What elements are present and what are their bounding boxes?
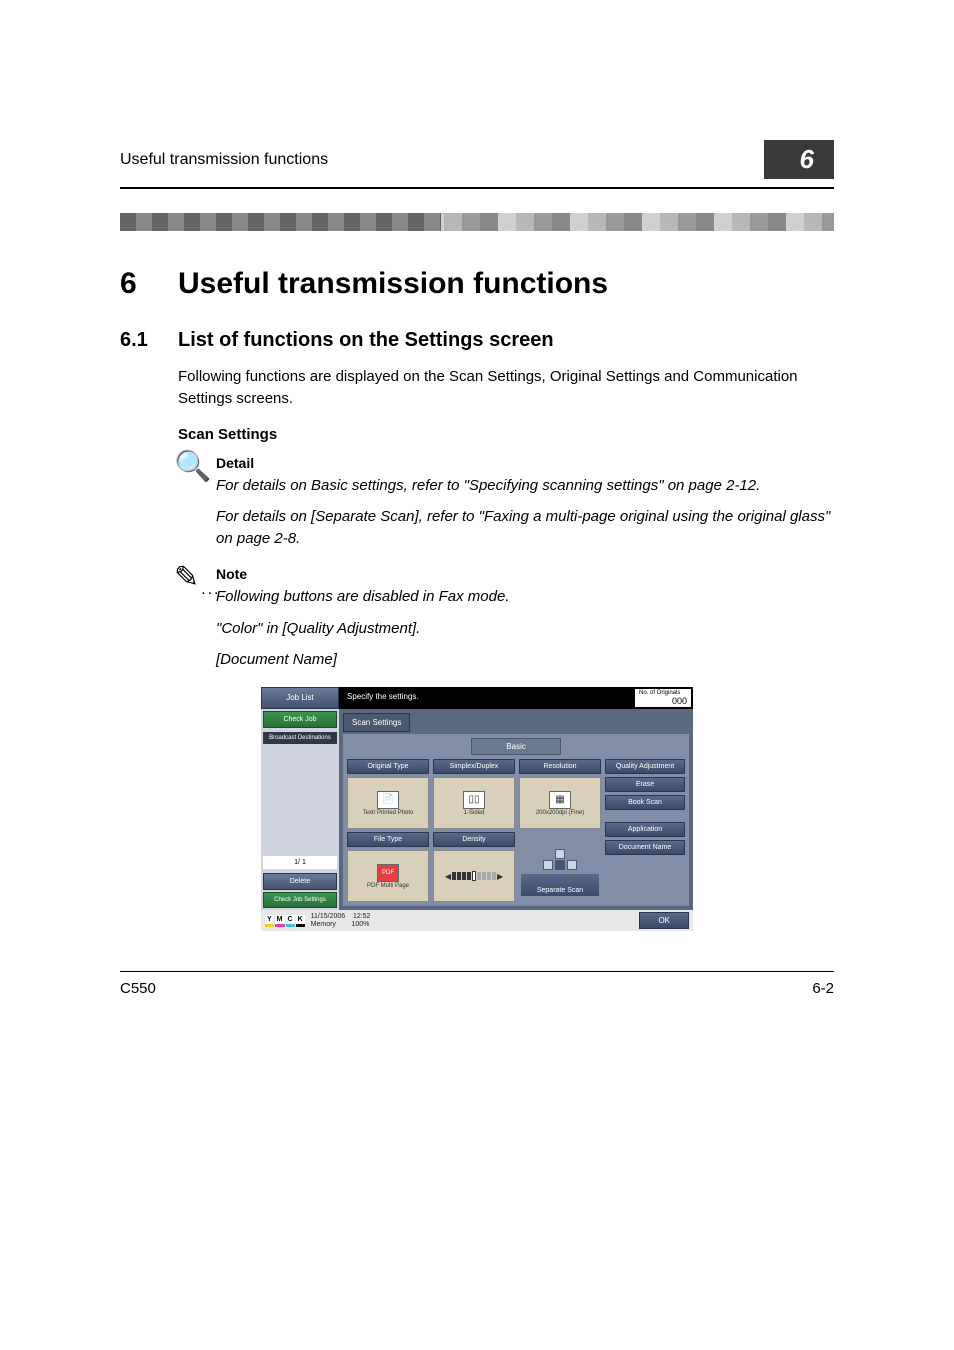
section-number: 6.1 <box>120 329 178 352</box>
separate-scan-button[interactable]: Separate Scan <box>521 874 599 896</box>
toner-k: K <box>296 915 305 927</box>
erase-button[interactable]: Erase <box>605 777 685 792</box>
original-type-value: Text/ Printed Photo <box>363 810 414 816</box>
resolution-icon: ▦ <box>549 791 571 809</box>
check-settings-button[interactable]: Check Job Settings <box>263 892 337 908</box>
memory-value: 100% <box>351 921 369 928</box>
note-line3: [Document Name] <box>216 649 834 671</box>
page-footer: C550 6-2 <box>120 971 834 997</box>
original-type-header: Original Type <box>347 759 429 774</box>
section-title: 6.1List of functions on the Settings scr… <box>120 329 834 352</box>
settings-grid: Original Type 📄 Text/ Printed Photo File… <box>347 759 685 902</box>
delete-button[interactable]: Delete <box>263 873 337 890</box>
resolution-value: 200x200dpi (Fine) <box>536 810 584 816</box>
date-value: 11/15/2006 <box>311 913 346 920</box>
broadcast-label: Broadcast Destinations <box>263 732 337 744</box>
ui-top-bar: Job List Specify the settings. No. of Or… <box>261 687 693 709</box>
sep-icon-3 <box>555 860 565 870</box>
footer-model: C550 <box>120 980 156 997</box>
top-message: Specify the settings. <box>339 687 633 709</box>
detail-block: 🔍 Detail For details on Basic settings, … <box>178 455 834 550</box>
filetype-value: PDF Multi Page <box>367 883 409 889</box>
density-bar: ◀ ▶ <box>445 871 503 881</box>
header-underline <box>120 187 834 189</box>
ui-bottom-bar: Y M C K 11/15/2006 12:52 Memory 100% OK <box>261 910 693 931</box>
pen-icon: ✎... <box>174 560 220 599</box>
side-spacer <box>605 813 685 819</box>
section-badge: 6 <box>764 140 834 179</box>
resolution-button[interactable]: ▦ 200x200dpi (Fine) <box>519 777 601 829</box>
footer-page: 6-2 <box>812 980 834 997</box>
density-button[interactable]: ◀ ▶ <box>433 850 515 902</box>
density-header: Density <box>433 832 515 847</box>
separate-scan-wrap: Separate Scan <box>519 849 601 896</box>
page-header: Useful transmission functions 6 <box>120 0 834 179</box>
intro-paragraph: Following functions are displayed on the… <box>178 366 834 410</box>
simplex-header: Simplex/Duplex <box>433 759 515 774</box>
note-line1: Following buttons are disabled in Fax mo… <box>216 586 834 608</box>
original-type-icon: 📄 <box>377 791 399 809</box>
original-type-button[interactable]: 📄 Text/ Printed Photo <box>347 777 429 829</box>
toner-c: C <box>286 915 295 927</box>
pdf-icon: PDF <box>377 864 399 882</box>
note-line2: "Color" in [Quality Adjustment]. <box>216 618 834 640</box>
toner-y: Y <box>265 915 274 927</box>
sep-icon-4 <box>567 860 577 870</box>
count-value: 000 <box>639 696 687 706</box>
col-side: Quality Adjustment Erase Book Scan Appli… <box>605 759 685 902</box>
simplex-value: 1-Sided <box>464 810 485 816</box>
separate-scan-icons2 <box>543 860 577 870</box>
filetype-header: File Type <box>347 832 429 847</box>
note-block: ✎... Note Following buttons are disabled… <box>178 566 834 671</box>
chapter-number: 6 <box>120 267 178 301</box>
datetime-block: 11/15/2006 12:52 Memory 100% <box>311 913 371 928</box>
basic-tab[interactable]: Basic <box>471 738 561 755</box>
settings-panel: Basic Original Type 📄 Text/ Printed Phot… <box>343 734 689 906</box>
scan-settings-tab[interactable]: Scan Settings <box>343 713 410 732</box>
originals-count: No. of Originals 000 <box>635 689 691 707</box>
chapter-title-text: Useful transmission functions <box>178 267 608 300</box>
quality-button[interactable]: Quality Adjustment <box>605 759 685 774</box>
detail-para2: For details on [Separate Scan], refer to… <box>216 506 834 550</box>
spacer <box>519 832 601 846</box>
docname-button[interactable]: Document Name <box>605 840 685 855</box>
chapter-title: 6Useful transmission functions <box>120 267 834 301</box>
decorative-stripe <box>120 213 834 231</box>
time-value: 12:52 <box>353 913 371 920</box>
ui-main: Check Job Broadcast Destinations 1/ 1 De… <box>261 709 693 910</box>
running-title: Useful transmission functions <box>120 151 328 169</box>
detail-heading: Detail <box>216 455 834 471</box>
simplex-button[interactable]: ▯▯ 1-Sided <box>433 777 515 829</box>
page: Useful transmission functions 6 6Useful … <box>0 0 954 1057</box>
toner-m: M <box>275 915 285 927</box>
left-spacer <box>263 746 337 852</box>
right-panel: Scan Settings Basic Original Type 📄 Text… <box>339 709 693 910</box>
col-original: Original Type 📄 Text/ Printed Photo File… <box>347 759 429 902</box>
simplex-icon: ▯▯ <box>463 791 485 809</box>
bookscan-button[interactable]: Book Scan <box>605 795 685 810</box>
col-simplex: Simplex/Duplex ▯▯ 1-Sided Density ◀ <box>433 759 515 902</box>
magnifier-icon: 🔍 <box>174 449 211 484</box>
sep-icon-1 <box>555 849 565 859</box>
job-list-button[interactable]: Job List <box>261 687 339 709</box>
section-title-text: List of functions on the Settings screen <box>178 329 554 351</box>
left-panel: Check Job Broadcast Destinations 1/ 1 De… <box>261 709 339 910</box>
resolution-header: Resolution <box>519 759 601 774</box>
pager: 1/ 1 <box>263 856 337 869</box>
check-job-button[interactable]: Check Job <box>263 711 337 728</box>
memory-label: Memory <box>311 921 336 928</box>
ok-button[interactable]: OK <box>639 912 689 929</box>
bottom-left: Y M C K 11/15/2006 12:52 Memory 100% <box>265 913 370 928</box>
sep-icon-2 <box>543 860 553 870</box>
toner-levels: Y M C K <box>265 915 305 927</box>
separate-scan-icons <box>555 849 565 859</box>
application-button[interactable]: Application <box>605 822 685 837</box>
col-resolution: Resolution ▦ 200x200dpi (Fine) <box>519 759 601 902</box>
filetype-button[interactable]: PDF PDF Multi Page <box>347 850 429 902</box>
note-heading: Note <box>216 566 834 582</box>
detail-para1: For details on Basic settings, refer to … <box>216 475 834 497</box>
subheading-scan-settings: Scan Settings <box>178 426 834 443</box>
scan-settings-screenshot: Job List Specify the settings. No. of Or… <box>261 687 693 931</box>
